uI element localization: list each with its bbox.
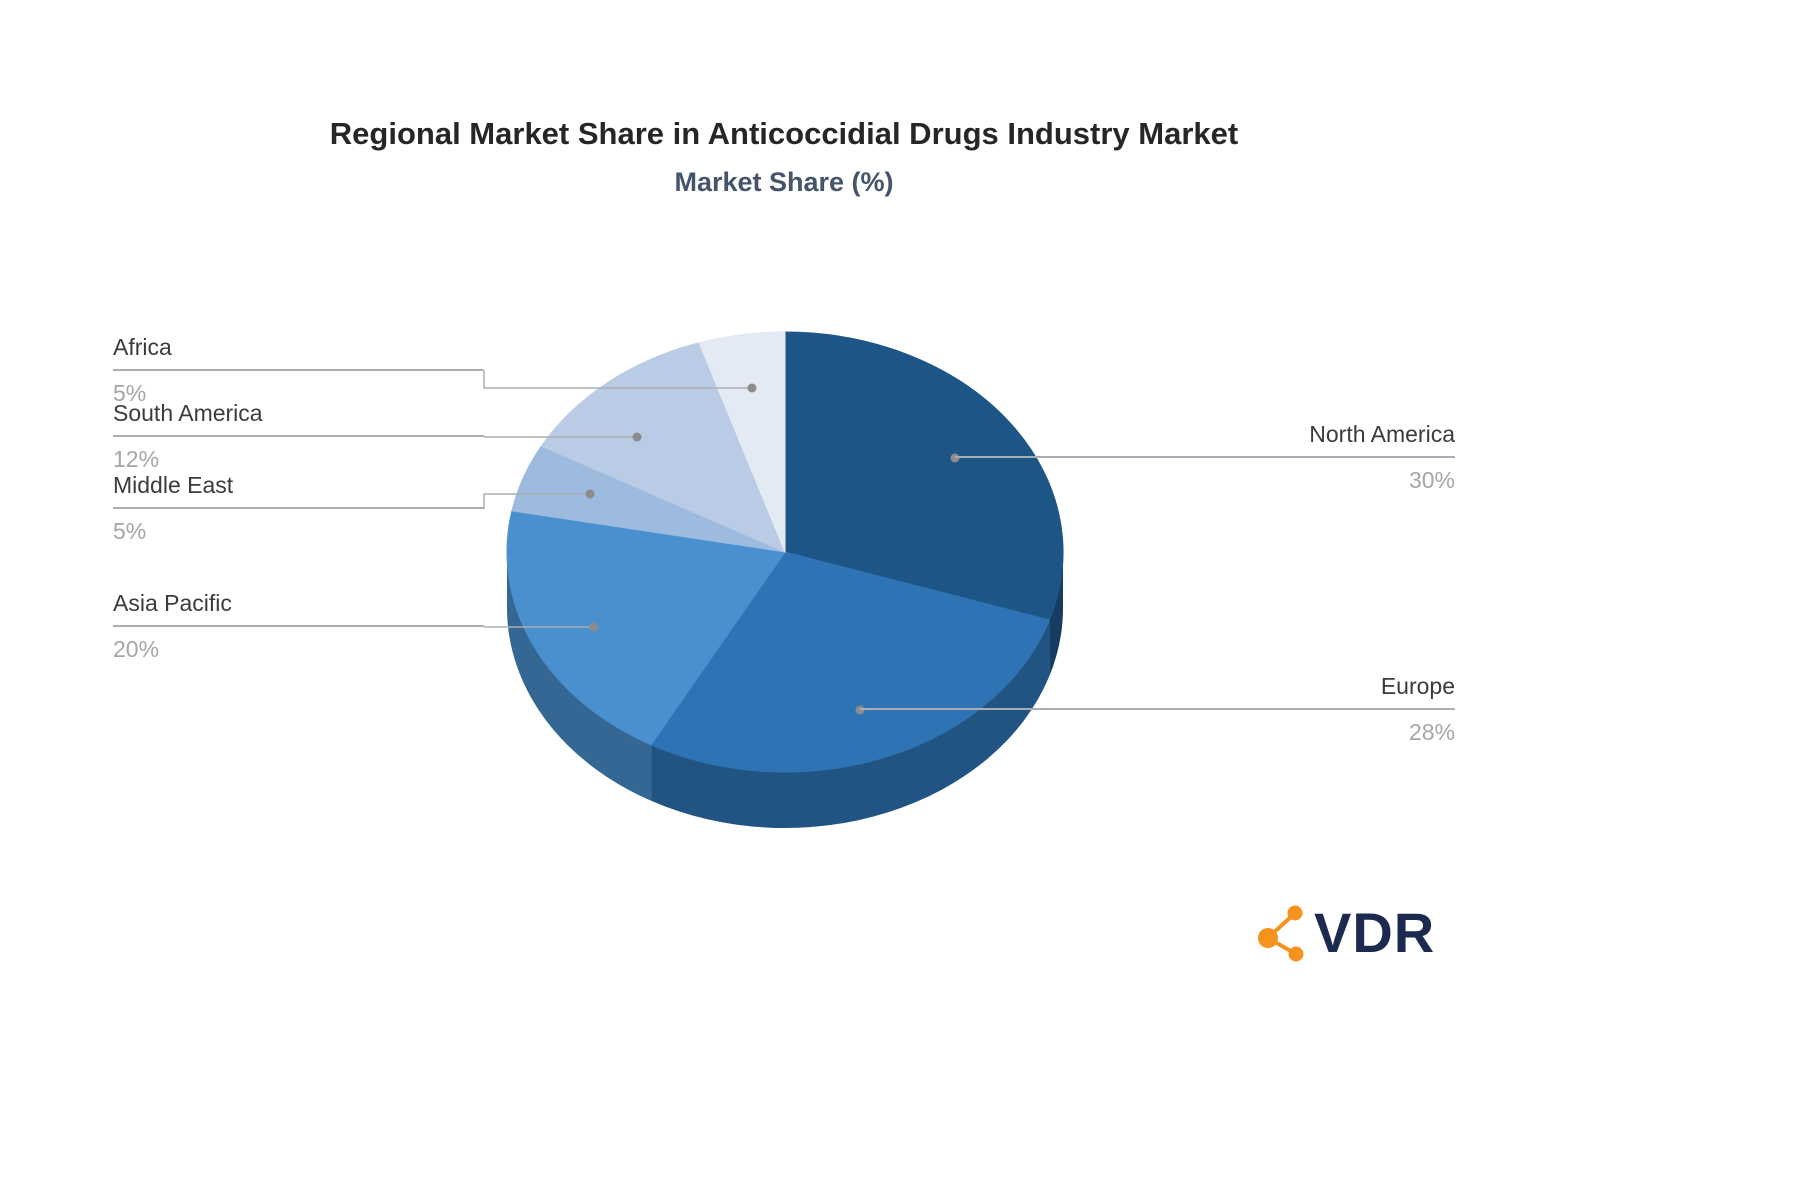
pie-slice-asia-pacific[interactable] bbox=[506, 510, 786, 746]
callout-south-america: South America 12% bbox=[113, 400, 484, 472]
leader-dot bbox=[589, 622, 599, 632]
chart-title: Regional Market Share in Anticoccidial D… bbox=[329, 116, 1239, 151]
slice-label-name: Europe bbox=[860, 673, 1455, 710]
leader-line bbox=[483, 493, 590, 509]
slice-label-value: 12% bbox=[113, 446, 160, 472]
pie-slice-north-america[interactable] bbox=[784, 331, 1064, 621]
slice-label-value: 28% bbox=[1408, 719, 1455, 745]
slice-label-name: Asia Pacific bbox=[113, 590, 484, 627]
network-nodes-icon bbox=[1258, 905, 1304, 962]
callout-middle-east: Middle East 5% bbox=[113, 472, 484, 544]
slice-label-name: North America bbox=[955, 421, 1455, 458]
slice-label-name: Africa bbox=[113, 334, 484, 371]
slice-label-name: South America bbox=[113, 400, 484, 437]
leader-dot bbox=[632, 432, 642, 442]
callout-europe: Europe 28% bbox=[860, 673, 1455, 745]
callout-north-america: North America 30% bbox=[955, 421, 1455, 493]
slice-label-value: 20% bbox=[113, 636, 160, 662]
leader-dot bbox=[747, 383, 757, 393]
leader-dot bbox=[855, 705, 865, 715]
pie-slice-europe[interactable] bbox=[650, 551, 1051, 773]
brand-logo: VDR bbox=[1256, 901, 1435, 965]
pie-slice-side bbox=[507, 552, 652, 801]
slice-label-name: Middle East bbox=[113, 472, 484, 509]
pie-slice-south-america[interactable] bbox=[540, 342, 786, 553]
slice-label-value: 5% bbox=[113, 518, 147, 544]
pie-slice-africa[interactable] bbox=[698, 331, 786, 553]
pie-slice-side bbox=[1049, 552, 1063, 676]
callout-africa: Africa 5% bbox=[113, 334, 484, 406]
brand-logo-text: VDR bbox=[1314, 901, 1436, 964]
slice-label-value: 30% bbox=[1408, 467, 1455, 493]
chart-subtitle: Market Share (%) bbox=[674, 167, 894, 197]
leader-dot bbox=[585, 489, 595, 499]
leader-line bbox=[483, 371, 752, 389]
slice-label-value: 5% bbox=[113, 380, 147, 406]
leader-dot bbox=[950, 453, 960, 463]
pie-slice-side bbox=[651, 619, 1050, 828]
callout-asia-pacific: Asia Pacific 20% bbox=[113, 590, 484, 662]
